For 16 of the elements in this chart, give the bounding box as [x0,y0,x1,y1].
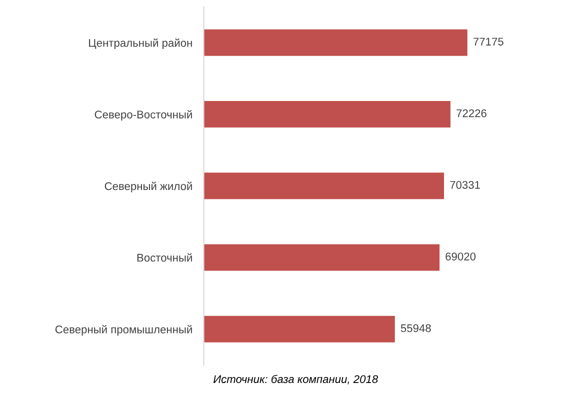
y-tick-label: Восточный [137,253,192,262]
y-tick-label: Северный промышленный [55,325,192,336]
bar [204,316,395,342]
bar [204,100,450,128]
y-tick-label: Центральный район [89,38,192,50]
text: Источник: база компании, 2018 [213,374,378,384]
bar [204,244,440,271]
data-label: 72226 [456,109,486,118]
y-tick-label: Северный жилой [104,182,192,192]
data-label: 55948 [400,324,431,332]
bar [204,172,444,200]
data-label: 77175 [474,38,504,46]
y-tick-label: Северо-Восточный [94,110,192,121]
data-label: 70331 [450,180,480,189]
bar [204,29,468,56]
data-label: 69020 [446,252,476,260]
